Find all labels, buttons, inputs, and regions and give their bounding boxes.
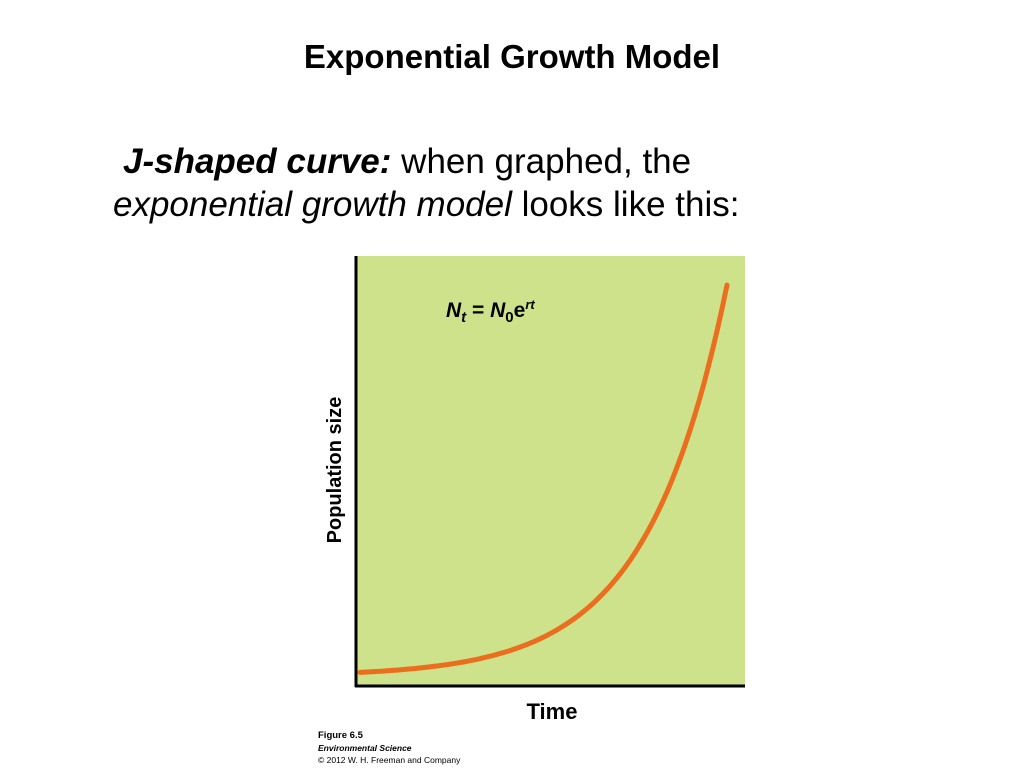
term-j-shaped-curve: J-shaped curve: — [123, 142, 392, 181]
subtitle-line-2: exponential growth model looks like this… — [105, 183, 965, 226]
equation-label: Nt = N0ert — [446, 297, 535, 326]
figure-number: Figure 6.5 — [318, 730, 363, 741]
copyright: © 2012 W. H. Freeman and Company — [318, 755, 461, 765]
model-name: exponential growth model — [113, 185, 512, 224]
subtitle-line-1-text: when graphed, the — [391, 142, 692, 181]
y-axis-label: Population size — [324, 397, 346, 544]
subtitle-line-1: J-shaped curve: when graphed, the — [105, 140, 965, 183]
slide-subtitle: J-shaped curve: when graphed, the expone… — [105, 140, 965, 226]
book-title: Environmental Science — [318, 743, 412, 753]
subtitle-line-2-text: looks like this: — [511, 185, 740, 224]
exponential-curve — [357, 282, 730, 675]
figure-caption: Figure 6.5 Environmental Science © 2012 … — [318, 730, 460, 766]
plot-area — [356, 256, 745, 686]
slide-title: Exponential Growth Model — [303, 38, 721, 75]
x-axis-label: Time — [527, 699, 578, 724]
